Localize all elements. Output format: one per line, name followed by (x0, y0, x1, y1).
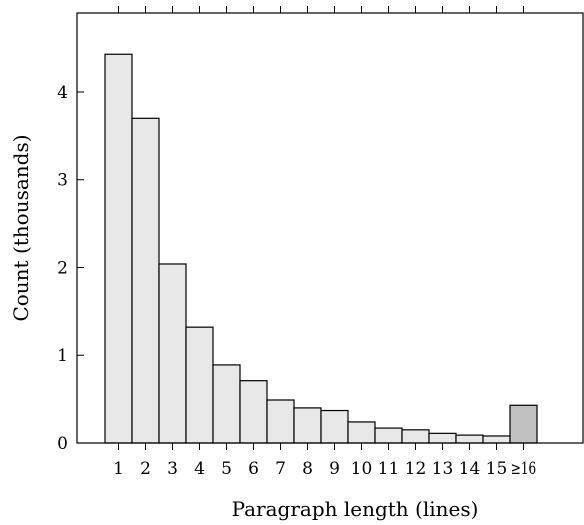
x-tick-label: 12 (405, 459, 427, 479)
x-tick-label: 15 (486, 459, 508, 479)
y-tick-label: 4 (57, 83, 68, 103)
bar-ge16 (509, 404, 538, 444)
bar-1 (104, 53, 133, 444)
x-tick-label: ≥16 (511, 459, 536, 479)
y-tick-label: 2 (57, 258, 68, 278)
bar-9 (320, 409, 349, 444)
bar-15 (482, 435, 511, 444)
x-tick-label: 7 (275, 459, 286, 479)
bar-8 (293, 407, 322, 444)
bar-2 (131, 117, 160, 444)
x-tick-label: 14 (459, 459, 481, 479)
x-tick-label: 1 (113, 459, 124, 479)
x-tick-label: 8 (302, 459, 313, 479)
bar-12 (401, 429, 430, 444)
bar-7 (266, 399, 295, 444)
x-tick-label: 6 (248, 459, 259, 479)
plot-frame (76, 12, 584, 444)
bar-13 (428, 432, 457, 444)
x-tick-label: 9 (329, 459, 340, 479)
x-tick-label: 5 (221, 459, 232, 479)
y-axis-label: Count (thousands) (9, 134, 33, 321)
x-ticks-group: 1 2 3 4 5 6 7 8 9 10 11 12 13 14 15 ≥16 (113, 6, 536, 479)
x-tick-label: 4 (194, 459, 205, 479)
bar-14 (455, 434, 484, 444)
y-tick-label: 0 (57, 434, 68, 454)
bar-5 (212, 364, 241, 444)
y-tick-label: 1 (57, 346, 68, 366)
x-tick-label: 10 (351, 459, 373, 479)
bars-group (104, 53, 538, 444)
y-tick-label: 3 (57, 171, 68, 191)
bar-11 (374, 427, 403, 444)
x-tick-label: 11 (378, 459, 400, 479)
bar-3 (158, 263, 187, 444)
x-tick-label: 2 (140, 459, 151, 479)
bar-4 (185, 326, 214, 444)
x-tick-label: 13 (432, 459, 454, 479)
y-ticks-group: 0 1 2 3 4 (57, 83, 84, 454)
x-tick-label: 3 (167, 459, 178, 479)
x-axis-label: Paragraph length (lines) (232, 497, 479, 521)
bar-6 (239, 380, 268, 444)
bar-10 (347, 421, 376, 444)
